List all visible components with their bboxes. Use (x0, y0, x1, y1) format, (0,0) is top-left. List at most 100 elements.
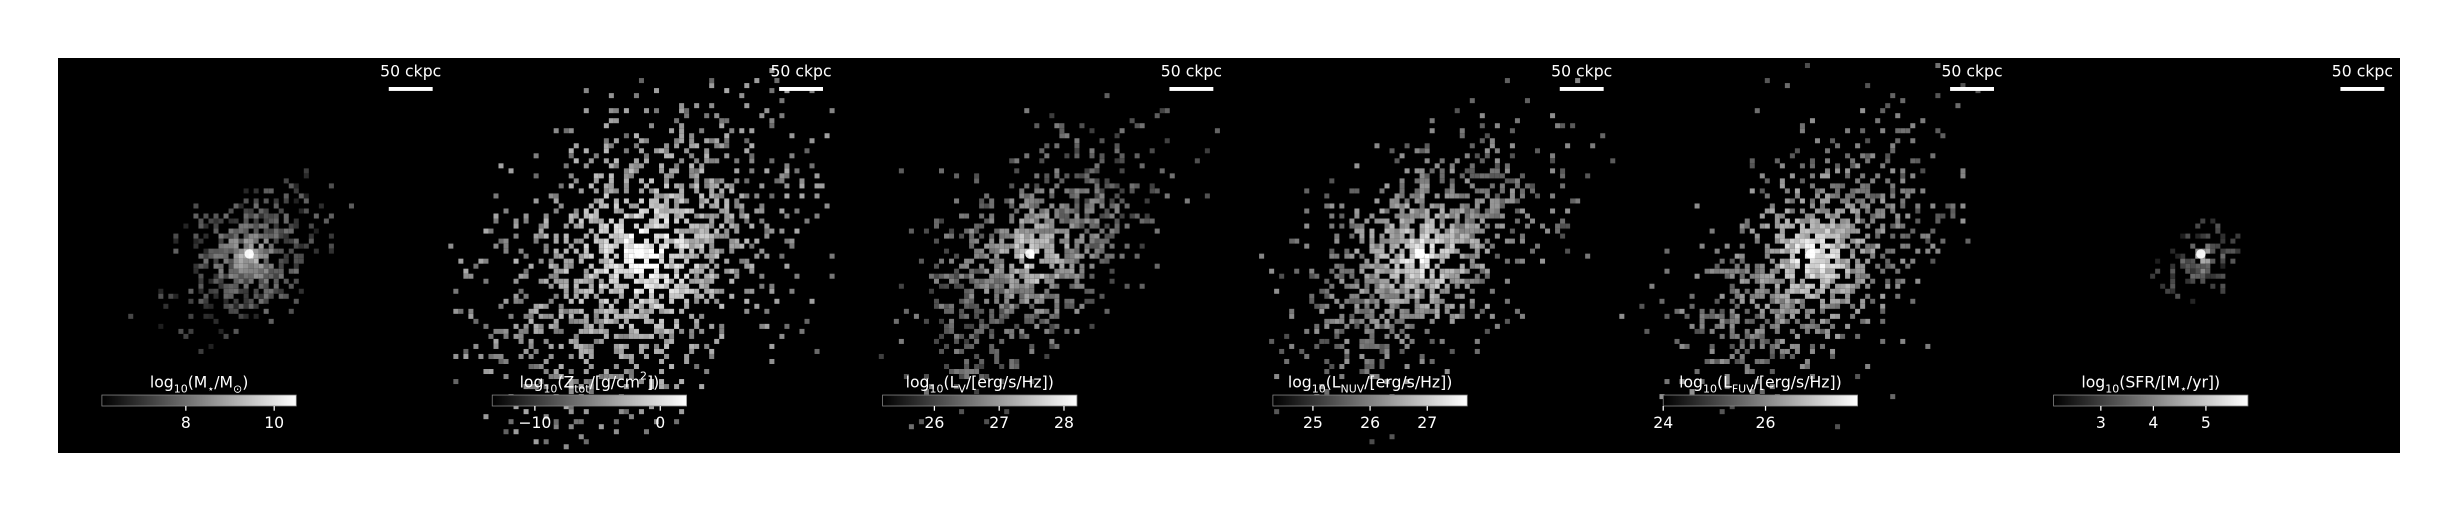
pixel (689, 138, 695, 144)
pixel (643, 429, 649, 435)
pixel (1029, 263, 1035, 269)
pixel (1484, 248, 1490, 254)
pixel (1734, 358, 1740, 364)
pixel (964, 323, 970, 329)
pixel (1799, 283, 1805, 289)
pixel (989, 248, 995, 254)
pixel (603, 243, 609, 249)
pixel (1734, 263, 1740, 269)
pixel (659, 233, 665, 239)
pixel (989, 313, 995, 319)
colorbar (2053, 394, 2249, 407)
pixel (659, 333, 665, 339)
pixel (553, 273, 559, 279)
pixel (764, 253, 770, 259)
pixel (1484, 213, 1490, 219)
pixel (1519, 193, 1525, 199)
pixel (734, 243, 740, 249)
pixel (964, 374, 970, 380)
pixel (1809, 293, 1815, 299)
pixel (659, 208, 665, 214)
pixel (2195, 268, 2201, 274)
pixel (1814, 248, 1820, 254)
pixel (603, 313, 609, 319)
pixel (233, 328, 239, 334)
pixel (1910, 138, 1916, 144)
pixel (638, 163, 644, 169)
pixel (1069, 248, 1075, 254)
pixel (628, 243, 634, 249)
pixel (989, 218, 995, 224)
pixel (1049, 238, 1055, 244)
pixel (1049, 338, 1055, 344)
pixel (1789, 268, 1795, 274)
pixel (1014, 323, 1020, 329)
colorbar-tick-label: 24 (1653, 413, 1673, 432)
pixel (1719, 358, 1725, 364)
pixel (1729, 343, 1735, 349)
pixel (689, 333, 695, 339)
pixel (243, 268, 249, 274)
pixel (248, 263, 254, 269)
pixel (709, 253, 715, 259)
pixel (704, 228, 710, 234)
pixel (1069, 193, 1075, 199)
pixel (674, 384, 680, 390)
pixel (1384, 308, 1390, 314)
pixel (253, 303, 259, 309)
pixel (548, 374, 554, 380)
pixel (273, 278, 279, 284)
pixel (1054, 173, 1060, 179)
pixel (1769, 308, 1775, 314)
pixel (263, 258, 269, 264)
pixel (1865, 233, 1871, 239)
pixel (1384, 348, 1390, 354)
pixel (1794, 233, 1800, 239)
pixel (1309, 298, 1315, 304)
pixel (638, 188, 644, 194)
pixel (1774, 343, 1780, 349)
pixel (1875, 243, 1881, 249)
pixel (664, 193, 670, 199)
pixel (278, 288, 284, 294)
pixel (248, 243, 254, 249)
pixel (1494, 173, 1500, 179)
pixel (1880, 308, 1886, 314)
pixel (1799, 178, 1805, 184)
pixel (493, 353, 499, 359)
pixel (1814, 238, 1820, 244)
pixel (528, 353, 534, 359)
pixel (1905, 128, 1911, 134)
pixel (769, 283, 775, 289)
pixel (1024, 293, 1030, 299)
pixel (1764, 243, 1770, 249)
pixel (1900, 338, 1906, 344)
pixel (2220, 253, 2226, 259)
pixel (313, 248, 319, 254)
pixel (1910, 298, 1916, 304)
pixel (699, 248, 705, 254)
pixel (979, 268, 985, 274)
pixel (1024, 228, 1030, 234)
pixel (1364, 323, 1370, 329)
pixel (684, 253, 690, 259)
pixel (709, 158, 715, 164)
pixel (974, 389, 980, 395)
pixel (994, 283, 1000, 289)
pixel (1424, 253, 1430, 259)
pixel (709, 238, 715, 244)
pixel (664, 148, 670, 154)
pixel (1930, 228, 1936, 234)
pixel (518, 288, 524, 294)
pixel (679, 133, 685, 139)
pixel (1739, 243, 1745, 249)
pixel (1424, 278, 1430, 284)
pixel (1089, 178, 1095, 184)
pixel (694, 278, 700, 284)
pixel (714, 193, 720, 199)
pixel (724, 203, 730, 209)
pixel (1489, 243, 1495, 249)
pixel (1404, 343, 1410, 349)
pixel (659, 203, 665, 209)
